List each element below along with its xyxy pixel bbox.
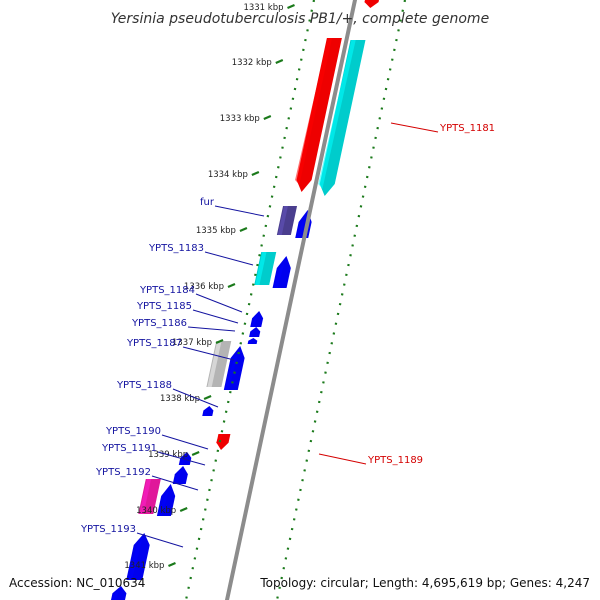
label-leader-line — [195, 293, 243, 313]
tick-label: 1333 kbp — [220, 114, 260, 124]
gene-feature-block — [296, 38, 342, 192]
tick-label: 1334 kbp — [208, 170, 248, 180]
gene-feature-highlight — [250, 329, 255, 337]
gene-feature-highlight — [296, 217, 306, 238]
label-leader-line — [318, 453, 367, 465]
gene-feature-highlight — [318, 40, 356, 189]
gene-label: YPTS_1184 — [139, 285, 195, 296]
tick-mark — [227, 282, 236, 289]
gene-label: YPTS_1191 — [101, 443, 157, 454]
label-leader-line — [204, 251, 254, 266]
tick-label: 1337 kbp — [172, 338, 212, 348]
gene-feature-highlight — [295, 38, 333, 185]
gene-feature-highlight — [251, 315, 258, 327]
gene-label: YPTS_1192 — [95, 467, 151, 478]
outer-guide-line — [275, 0, 407, 600]
tick-mark — [287, 3, 295, 10]
gene-feature-highlight — [277, 206, 288, 235]
label-leader-line — [172, 388, 219, 408]
gene-feature-highlight — [173, 470, 182, 484]
label-leader-line — [136, 532, 184, 548]
gene-label: YPTS_1183 — [148, 243, 204, 254]
tick-mark — [203, 394, 212, 401]
gene-label: YPTS_1189 — [367, 455, 423, 466]
gene-feature-highlight — [203, 408, 208, 416]
gene-feature-highlight — [112, 590, 119, 600]
tick-label: 1335 kbp — [196, 226, 236, 236]
gene-feature-highlight — [224, 353, 239, 390]
tick-mark — [263, 114, 272, 121]
gene-label: YPTS_1187 — [126, 338, 182, 349]
label-leader-line — [182, 346, 235, 361]
gene-label: YPTS_1188 — [116, 380, 172, 391]
accession-text: Accession: NC_010634 — [9, 576, 145, 590]
tick-mark — [215, 338, 224, 345]
tick-mark — [179, 506, 188, 513]
genome-summary-text: Topology: circular; Length: 4,695,619 bp… — [259, 576, 590, 590]
gene-label: YPTS_1186 — [131, 318, 187, 329]
gene-label: YPTS_1190 — [105, 426, 161, 437]
inner-guide-line — [184, 0, 316, 600]
genome-backbone — [225, 0, 357, 600]
label-leader-line — [192, 309, 239, 324]
gene-feature-highlight — [127, 540, 142, 580]
label-leader-line — [161, 434, 209, 450]
map-title: Yersinia pseudotuberculosis PB1/+, compl… — [111, 11, 489, 27]
tick-label: 1332 kbp — [232, 58, 272, 68]
gene-feature-highlight — [255, 252, 267, 285]
label-leader-line — [187, 326, 236, 332]
gene-feature-highlight — [139, 479, 152, 514]
gene-features — [111, 0, 379, 600]
gene-label: YPTS_1185 — [136, 301, 192, 312]
tick-marks: 1331 kbp 1332 kbp 1333 kbp 1334 kbp 1335 kbp… — [124, 0, 407, 600]
gene-labels: fur YPTS_1183 YPTS_1184 YPTS_1185 YPTS_1186 Y… — [80, 122, 495, 548]
gene-feature-highlight — [248, 339, 253, 344]
tick-label: 1341 kbp — [124, 561, 164, 571]
gene-feature-block — [319, 40, 366, 196]
gene-feature-highlight — [216, 434, 223, 446]
label-leader-line — [151, 475, 199, 491]
label-leader-line — [390, 122, 439, 133]
label-leader-line — [157, 451, 206, 466]
tick-mark — [191, 450, 200, 457]
gene-feature-highlight — [157, 491, 169, 516]
tick-label: 1331 kbp — [243, 3, 283, 13]
tick-label: 1336 kbp — [184, 282, 224, 292]
tick-mark — [168, 561, 176, 568]
gene-feature-highlight — [273, 263, 285, 288]
gene-feature-highlight — [179, 455, 186, 465]
gene-feature-highlight — [207, 341, 222, 387]
tick-label: 1340 kbp — [136, 506, 176, 516]
tick-label: 1338 kbp — [160, 394, 200, 404]
tick-mark — [239, 226, 248, 233]
gene-label: fur — [200, 197, 215, 208]
gene-label: YPTS_1181 — [439, 123, 495, 134]
gene-label: YPTS_1193 — [80, 524, 136, 535]
tick-mark — [251, 170, 260, 177]
gene-feature-highlight — [364, 0, 370, 5]
tick-mark — [275, 58, 284, 65]
label-leader-line — [214, 205, 265, 217]
